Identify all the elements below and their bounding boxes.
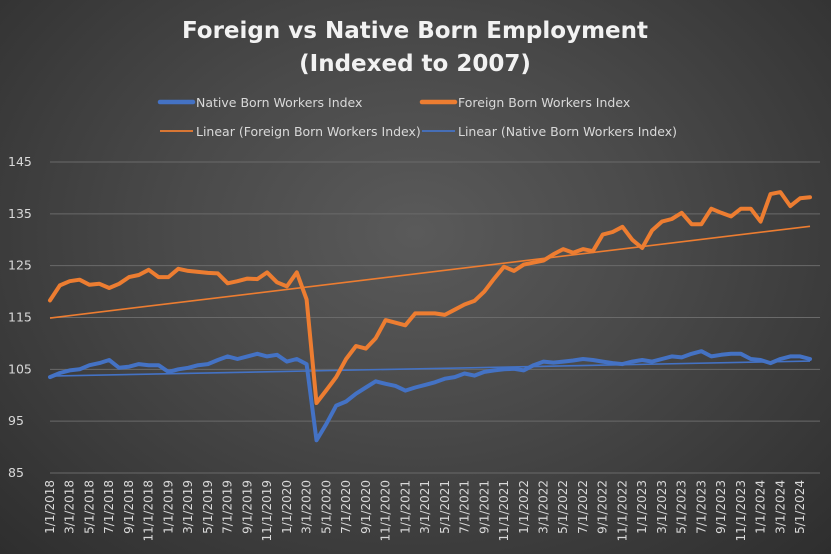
x-tick-label-5-1-2019: 5/1/2019 [201, 480, 215, 534]
chart-title-line-2: (Indexed to 2007) [299, 51, 531, 77]
x-tick-label-7-1-2020: 7/1/2020 [339, 480, 353, 534]
y-axis-ticks: 85 95 105 115 125 135 145 [8, 154, 32, 480]
x-tick-label-5-1-2021: 5/1/2021 [438, 480, 452, 534]
x-tick-label-11-1-2020: 11/1/2020 [379, 480, 393, 542]
x-tick-label-7-1-2019: 7/1/2019 [221, 480, 235, 534]
x-tick-label-5-1-2018: 5/1/2018 [82, 480, 96, 534]
x-tick-label-9-1-2023: 9/1/2023 [714, 480, 728, 534]
x-tick-label-5-1-2020: 5/1/2020 [319, 480, 333, 534]
x-tick-label-7-1-2022: 7/1/2022 [576, 480, 590, 534]
x-tick-label-5-1-2023: 5/1/2023 [675, 480, 689, 534]
x-tick-label-9-1-2018: 9/1/2018 [122, 480, 136, 534]
x-tick-label-9-1-2021: 9/1/2021 [477, 480, 491, 534]
trendline-linear-native-born-workers-index [49, 360, 811, 377]
x-tick-label-3-1-2023: 3/1/2023 [655, 480, 669, 534]
x-tick-label-3-1-2022: 3/1/2022 [537, 480, 551, 534]
x-tick-label-9-1-2022: 9/1/2022 [596, 480, 610, 534]
series-line-native-born-workers-index [48, 349, 812, 443]
x-tick-label-3-1-2019: 3/1/2019 [181, 480, 195, 534]
legend-label-native-trend: Linear (Native Born Workers Index) [458, 124, 677, 139]
x-tick-label-9-1-2019: 9/1/2019 [240, 480, 254, 534]
x-tick-label-5-1-2024: 5/1/2024 [793, 480, 807, 534]
y-tick-label-95: 95 [8, 413, 24, 428]
y-tick-label-125: 125 [8, 258, 32, 273]
trendline-linear-foreign-born-workers-index [49, 225, 811, 319]
legend: Native Born Workers Index Foreign Born W… [157, 95, 677, 139]
y-tick-label-135: 135 [8, 206, 32, 221]
x-tick-label-1-1-2023: 1/1/2023 [635, 480, 649, 534]
x-tick-label-11-1-2019: 11/1/2019 [260, 480, 274, 542]
x-tick-label-11-1-2018: 11/1/2018 [142, 480, 156, 542]
x-tick-label-7-1-2023: 7/1/2023 [694, 480, 708, 534]
x-tick-label-9-1-2020: 9/1/2020 [359, 480, 373, 534]
x-tick-label-1-1-2019: 1/1/2019 [161, 480, 175, 534]
y-tick-label-115: 115 [8, 310, 32, 325]
x-tick-label-5-1-2022: 5/1/2022 [556, 480, 570, 534]
x-tick-label-3-1-2018: 3/1/2018 [63, 480, 77, 534]
x-tick-label-1-1-2021: 1/1/2021 [398, 480, 412, 534]
x-tick-label-7-1-2018: 7/1/2018 [102, 480, 116, 534]
x-tick-label-11-1-2022: 11/1/2022 [615, 480, 629, 542]
series-line-foreign-born-workers-index [48, 190, 812, 405]
x-tick-label-1-1-2022: 1/1/2022 [517, 480, 531, 534]
x-tick-label-1-1-2020: 1/1/2020 [280, 480, 294, 534]
x-tick-label-11-1-2021: 11/1/2021 [497, 480, 511, 542]
x-tick-label-11-1-2023: 11/1/2023 [734, 480, 748, 542]
x-tick-label-3-1-2021: 3/1/2021 [418, 480, 432, 534]
legend-label-native: Native Born Workers Index [196, 95, 362, 110]
y-tick-label-105: 105 [8, 361, 32, 376]
legend-label-foreign-trend: Linear (Foreign Born Workers Index) [196, 124, 421, 139]
series-lines [48, 190, 812, 443]
y-tick-label-145: 145 [8, 154, 32, 169]
x-tick-label-3-1-2020: 3/1/2020 [300, 480, 314, 534]
x-tick-label-3-1-2024: 3/1/2024 [773, 480, 787, 534]
chart-title-line-1: Foreign vs Native Born Employment [182, 18, 648, 44]
x-tick-label-1-1-2024: 1/1/2024 [754, 480, 768, 534]
x-tick-label-7-1-2021: 7/1/2021 [458, 480, 472, 534]
x-tick-label-1-1-2018: 1/1/2018 [43, 480, 57, 534]
trendlines [49, 225, 811, 377]
x-axis-ticks: 1/1/2018 3/1/2018 5/1/2018 7/1/2018 9/1/2018… [43, 480, 807, 542]
gridlines [50, 161, 820, 474]
legend-label-foreign: Foreign Born Workers Index [458, 95, 630, 110]
y-tick-label-85: 85 [8, 465, 24, 480]
